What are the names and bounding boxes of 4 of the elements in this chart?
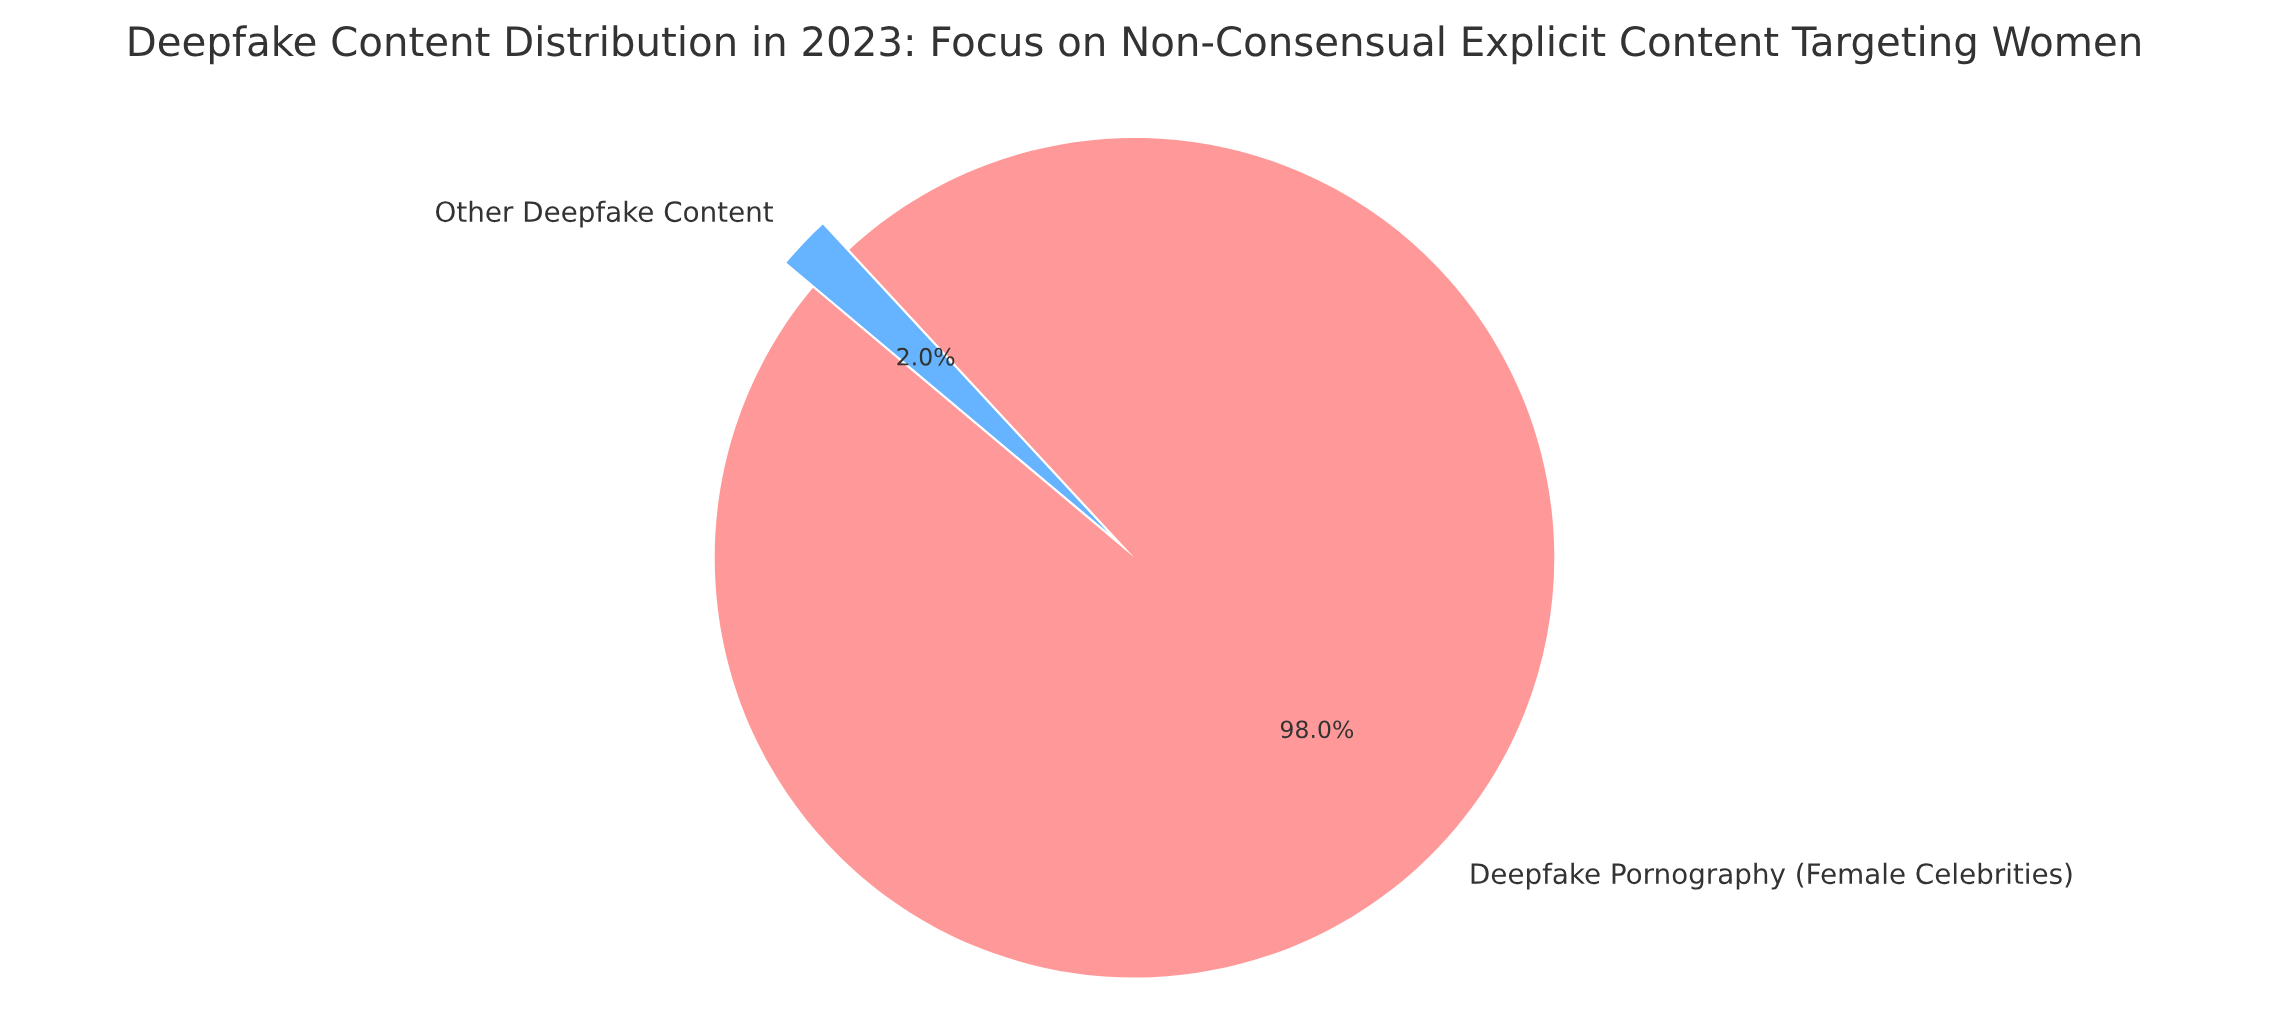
data-label: 98.0%: [1280, 720, 1354, 739]
slice-label: Other Deepfake Content: [436, 200, 773, 228]
slice-label: Deepfake Pornography (Female Celebrities): [1471, 862, 2072, 890]
chart-title: Deepfake Content Distribution in 2023: Focus on Non-Consensual Explicit Content Targeting Women: [129, 25, 2140, 65]
